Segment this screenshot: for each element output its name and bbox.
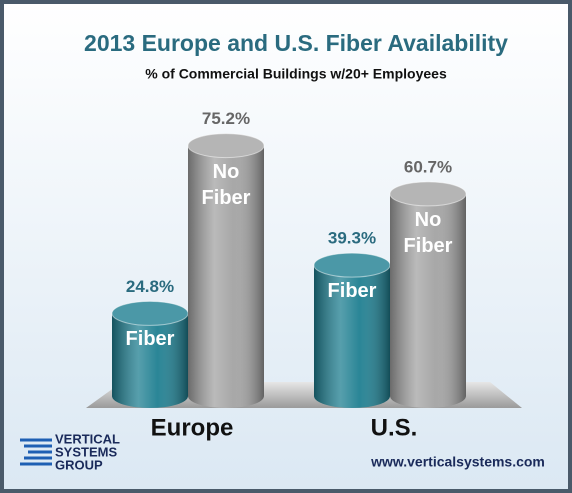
- value-label: 39.3%: [328, 229, 376, 248]
- bar-top: [389, 181, 467, 207]
- value-label: 60.7%: [404, 157, 452, 176]
- value-label: 24.8%: [126, 277, 174, 296]
- value-label: 75.2%: [202, 109, 250, 128]
- bar-top-highlight: [390, 181, 466, 206]
- logo-text: VERTICAL: [55, 431, 120, 446]
- bar-shading: [314, 265, 390, 408]
- logo-text: GROUP: [55, 457, 103, 472]
- bar-label: Fiber: [125, 328, 175, 351]
- logo-text: SYSTEMS: [55, 444, 117, 459]
- x-tick-label: Europe: [151, 414, 234, 441]
- bar-label: No Fiber: [403, 208, 453, 257]
- chart-subtitle: % of Commercial Buildings w/20+ Employee…: [145, 66, 447, 82]
- bar-top-highlight: [188, 133, 264, 158]
- bar-shading: [112, 313, 188, 408]
- bar-top: [187, 133, 265, 159]
- x-tick-label: U.S.: [371, 414, 418, 441]
- bar-label: No Fiber: [201, 160, 251, 209]
- website: www.verticalsystems.com: [370, 454, 545, 470]
- bar-label: Fiber: [327, 280, 377, 303]
- bar-top-highlight: [112, 301, 188, 326]
- chart-title: 2013 Europe and U.S. Fiber Availability: [84, 30, 508, 56]
- logo-icon: [20, 438, 52, 466]
- bar-top-highlight: [314, 253, 390, 278]
- bar-shading: [390, 193, 466, 408]
- bar-shading: [188, 145, 264, 409]
